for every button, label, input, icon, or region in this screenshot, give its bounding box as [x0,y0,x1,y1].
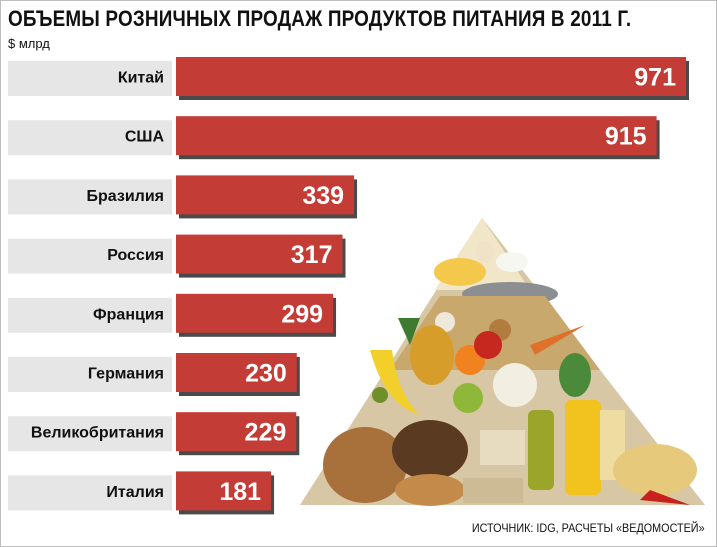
category-label-bg [8,416,172,452]
lettuce-shape [559,353,591,397]
category-label: Россия [107,247,164,264]
value-label: 339 [302,182,344,210]
egg-shape [476,241,494,263]
flour-shape [463,478,523,503]
beans-shape [435,312,455,332]
category-label-bg [8,475,172,511]
bar [176,353,297,392]
bread-round-shape [323,427,407,503]
cheese-shape [434,258,486,286]
bar [176,175,355,215]
dark-bread-shape [392,420,468,480]
yogurt-shape [496,252,528,272]
value-label: 230 [245,360,287,388]
category-label: Германия [88,366,164,383]
value-label: 299 [281,300,323,328]
bar [176,293,334,333]
apple-shape [453,383,483,413]
baguette-shape [395,474,465,506]
category-label-bg [8,297,172,333]
category-label: Китай [118,70,164,87]
bar [176,116,657,156]
spaghetti-shape [613,444,697,496]
bar [176,471,272,511]
rice-shape [480,430,525,465]
olive-oil-bottle [528,410,554,490]
category-label-bg [8,238,172,274]
category-label: Италия [106,484,164,501]
cauliflower-shape [493,363,537,407]
grapes-shape [372,387,388,403]
pineapple-leaves [398,318,420,345]
category-label: Бразилия [87,188,165,205]
pineapple-shape [410,325,454,385]
source-note: ИСТОЧНИК: IDG, РАСЧЕТЫ «ВЕДОМОСТЕЙ» [472,521,705,535]
value-label: 915 [605,123,647,151]
pepper-shape [640,490,690,505]
oil-bottle [565,400,601,495]
category-label-bg [8,61,172,96]
value-label: 229 [245,419,287,447]
tomato-shape [474,331,502,359]
category-label-bg [8,120,172,156]
value-label: 317 [291,241,333,269]
category-label: Франция [93,306,164,323]
value-label: 971 [634,64,676,92]
bar [176,57,686,96]
banana-shape [370,350,420,415]
carrot-shape [530,325,585,355]
value-label: 181 [219,478,261,506]
chart-title: ОБЪЕМЫ РОЗНИЧНЫХ ПРОДАЖ ПРОДУКТОВ ПИТАНИ… [8,6,632,31]
category-label-bg [8,357,172,392]
category-label-bg [8,179,172,215]
bar [176,412,297,452]
unit-label: $ млрд [8,36,50,51]
category-label: Великобритания [31,425,164,442]
bar [176,234,343,274]
category-label: США [125,129,165,146]
